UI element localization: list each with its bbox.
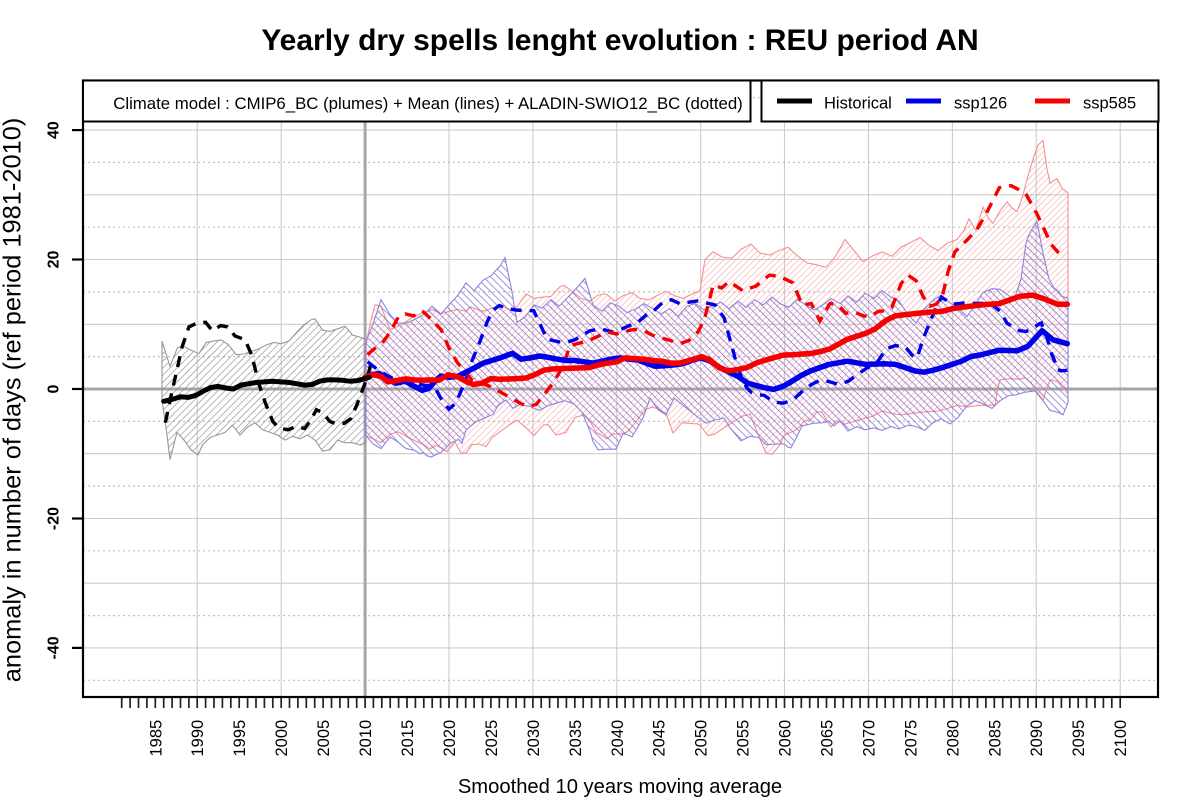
svg-text:2095: 2095 [1070,720,1088,757]
svg-text:20: 20 [46,251,63,269]
svg-text:anomaly in number of days (ref: anomaly in number of days (ref period 19… [0,118,27,683]
svg-text:2055: 2055 [735,720,753,757]
svg-text:2080: 2080 [944,720,962,757]
svg-text:2015: 2015 [399,720,417,757]
svg-text:2065: 2065 [819,720,837,757]
svg-text:2075: 2075 [902,720,920,757]
svg-text:2030: 2030 [525,720,543,757]
svg-text:2010: 2010 [357,720,375,757]
svg-text:Historical: Historical [824,95,892,113]
svg-text:2050: 2050 [693,720,711,757]
svg-text:-40: -40 [46,636,63,659]
svg-text:2025: 2025 [483,720,501,757]
svg-text:40: 40 [46,121,63,139]
svg-text:2060: 2060 [777,720,795,757]
svg-text:2000: 2000 [273,720,291,757]
svg-text:Climate model : CMIP6_BC (plum: Climate model : CMIP6_BC (plumes) + Mean… [113,94,743,113]
svg-text:Smoothed 10 years moving avera: Smoothed 10 years moving average [458,776,782,798]
svg-text:2045: 2045 [651,720,669,757]
svg-text:ssp585: ssp585 [1083,95,1136,113]
svg-text:Yearly dry spells lenght evolu: Yearly dry spells lenght evolution : REU… [261,24,978,57]
svg-text:2040: 2040 [609,720,627,757]
svg-text:-20: -20 [46,507,63,530]
svg-text:2005: 2005 [315,720,333,757]
svg-text:1985: 1985 [147,720,165,757]
svg-text:2085: 2085 [986,720,1004,757]
svg-text:2100: 2100 [1112,720,1130,757]
svg-text:0: 0 [46,384,63,393]
svg-text:ssp126: ssp126 [954,95,1007,113]
svg-text:2090: 2090 [1028,720,1046,757]
svg-text:1995: 1995 [231,720,249,757]
svg-text:2070: 2070 [861,720,879,757]
svg-text:2035: 2035 [567,720,585,757]
svg-text:1990: 1990 [189,720,207,757]
svg-text:2020: 2020 [441,720,459,757]
